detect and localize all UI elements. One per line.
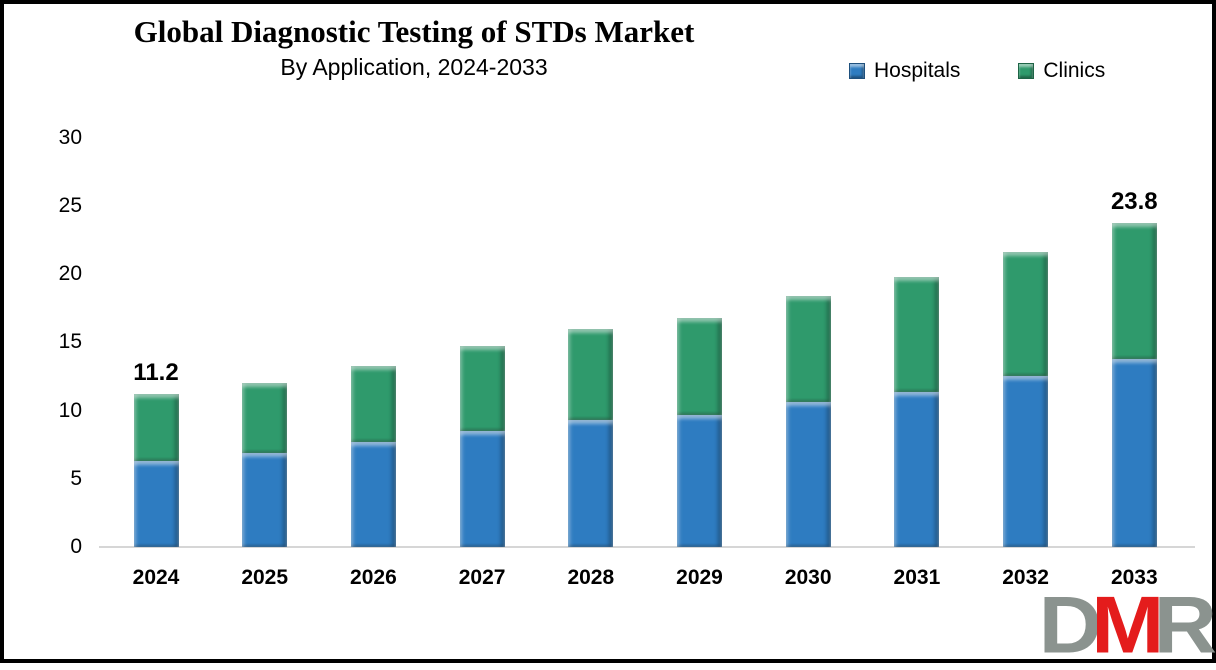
bar-segment-hospitals-2030 bbox=[785, 402, 831, 547]
legend-item-clinics: Clinics bbox=[1018, 59, 1105, 83]
bar-segment-clinics-2028 bbox=[568, 329, 614, 420]
logo-letter-d: D bbox=[1038, 579, 1102, 670]
y-axis-tick-20: 20 bbox=[58, 262, 82, 286]
x-axis-label-2025: 2025 bbox=[241, 566, 289, 589]
legend-item-hospitals: Hospitals bbox=[849, 59, 960, 83]
x-axis-label-2030: 2030 bbox=[784, 566, 832, 589]
chart-title: Global Diagnostic Testing of STDs Market bbox=[133, 14, 695, 49]
y-axis-tick-25: 25 bbox=[58, 194, 82, 217]
x-axis-label-2031: 2031 bbox=[893, 566, 941, 589]
bar-segment-clinics-2032 bbox=[1003, 252, 1049, 376]
chart-header: Global Diagnostic Testing of STDs Market… bbox=[34, 14, 794, 81]
bar-segment-clinics-2027 bbox=[459, 346, 505, 431]
y-axis-tick-0: 0 bbox=[70, 535, 82, 558]
logo-letter-m: M bbox=[1091, 579, 1164, 670]
chart-legend: Hospitals Clinics bbox=[849, 59, 1105, 83]
x-axis-label-2033: 2033 bbox=[1110, 566, 1158, 589]
legend-swatch-hospitals bbox=[849, 63, 865, 79]
bar-segment-hospitals-2028 bbox=[568, 420, 614, 547]
x-axis-label-2024: 2024 bbox=[132, 566, 180, 589]
x-axis-label-2027: 2027 bbox=[458, 566, 506, 589]
y-axis-tick-10: 10 bbox=[58, 398, 82, 422]
legend-swatch-clinics bbox=[1018, 63, 1035, 79]
y-axis-tick-30: 30 bbox=[58, 125, 82, 149]
bar-segment-hospitals-2029 bbox=[677, 415, 722, 547]
y-axis-tick-15: 15 bbox=[58, 330, 82, 354]
x-axis-label-2028: 2028 bbox=[567, 566, 615, 589]
dmr-logo: DMR bbox=[1038, 579, 1216, 670]
bar-segment-hospitals-2027 bbox=[459, 431, 505, 547]
plot-area: 0 5 10 15 20 25 30 2024 11.2 2025 2026 2027 2028 2029… bbox=[4, 4, 1216, 667]
bar-segment-clinics-2033 bbox=[1111, 223, 1157, 359]
bar-segment-clinics-2030 bbox=[785, 296, 831, 402]
y-axis-tick-5: 5 bbox=[70, 466, 82, 490]
bar-segment-hospitals-2025 bbox=[242, 453, 288, 547]
chart-subtitle: By Application, 2024-2033 bbox=[280, 53, 548, 80]
x-axis-label-2026: 2026 bbox=[350, 566, 397, 589]
bar-segment-clinics-2024 bbox=[133, 394, 179, 461]
bar-segment-hospitals-2032 bbox=[1003, 376, 1049, 547]
legend-label: Hospitals bbox=[874, 59, 961, 82]
bar-segment-clinics-2029 bbox=[677, 318, 722, 415]
x-axis-label-2032: 2032 bbox=[1002, 566, 1049, 589]
bar-total-label-2033: 23.8 bbox=[1110, 188, 1158, 215]
bar-segment-clinics-2025 bbox=[242, 383, 288, 453]
bar-total-label-2024: 11.2 bbox=[133, 359, 179, 386]
bar-segment-hospitals-2026 bbox=[350, 442, 396, 547]
legend-label: Clinics bbox=[1043, 59, 1106, 82]
logo-letter-r: R bbox=[1153, 579, 1216, 670]
bar-segment-hospitals-2031 bbox=[894, 392, 940, 547]
bar-segment-hospitals-2033 bbox=[1111, 359, 1157, 547]
x-axis-label-2029: 2029 bbox=[676, 566, 723, 589]
bar-segment-clinics-2026 bbox=[350, 366, 396, 442]
bar-segment-clinics-2031 bbox=[894, 277, 940, 392]
bar-segment-hospitals-2024 bbox=[133, 461, 179, 547]
x-axis-line bbox=[99, 546, 1195, 548]
